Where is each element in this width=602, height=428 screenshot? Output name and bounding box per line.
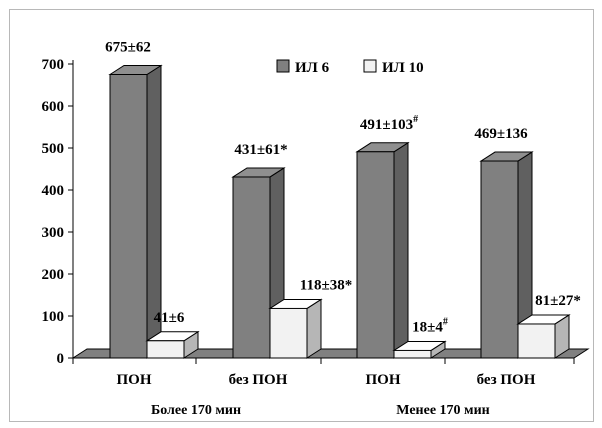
- y-tick-label: 600: [42, 99, 65, 115]
- y-tick-label: 200: [42, 267, 65, 283]
- data-label-il10: 41±6: [154, 310, 185, 326]
- bar-il6-side: [393, 141, 409, 359]
- bar-il6: [356, 151, 395, 359]
- bar-il10: [517, 323, 556, 359]
- legend-swatch: [363, 59, 377, 73]
- bar-il6: [480, 160, 519, 359]
- data-label-il10: 18±4#: [412, 316, 448, 335]
- data-label-il6: 469±136: [474, 126, 528, 142]
- data-label-il6: 491±103#: [360, 114, 418, 133]
- data-label-il10: 81±27*: [535, 293, 581, 309]
- data-label-il6: 675±62: [105, 40, 151, 56]
- bar-il10: [146, 340, 185, 359]
- bar-il10-side: [306, 298, 322, 359]
- bar-il6: [232, 176, 271, 359]
- bar-il6: [109, 74, 148, 359]
- y-tick-label: 500: [42, 141, 65, 157]
- x-group-label: Более 170 мин: [151, 403, 241, 418]
- bar-il10: [269, 307, 308, 359]
- data-label-il6: 431±61*: [234, 142, 287, 158]
- y-tick-label: 300: [42, 225, 65, 241]
- y-tick-label: 700: [42, 57, 65, 73]
- y-tick-label: 0: [57, 351, 65, 367]
- legend-label: ИЛ 6: [295, 60, 330, 76]
- data-label-il10: 118±38*: [300, 277, 352, 293]
- y-tick-label: 100: [42, 309, 65, 325]
- x-category-label: без ПОН: [477, 372, 536, 388]
- bar-il10: [393, 349, 432, 359]
- x-category-label: без ПОН: [229, 372, 288, 388]
- legend-label: ИЛ 10: [382, 60, 424, 76]
- y-tick-label: 400: [42, 183, 65, 199]
- x-category-label: ПОН: [116, 372, 151, 388]
- x-category-label: ПОН: [365, 372, 400, 388]
- x-group-label: Менее 170 мин: [396, 403, 489, 418]
- legend-swatch: [276, 59, 290, 73]
